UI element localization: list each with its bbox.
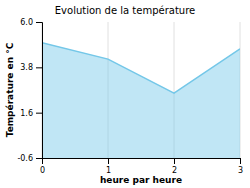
y-tick-mark	[36, 67, 42, 68]
line	[42, 43, 240, 93]
x-tick-mark	[174, 158, 175, 164]
y-tick-label: 6.0	[20, 18, 33, 27]
chart-container: 0 1 2 3 -0.6 1.6 3.8 6.0 Evolution de la tempéra…	[0, 0, 250, 188]
x-tick-label: 0	[40, 166, 45, 175]
y-axis-line	[36, 23, 43, 159]
x-tick: 0	[40, 158, 45, 175]
y-axis: -0.6 1.6 3.8 6.0	[17, 18, 42, 163]
x-tick: 2	[172, 158, 177, 175]
title: Evolution de la température	[55, 5, 195, 16]
area	[42, 43, 240, 158]
x-tick-mark	[108, 158, 109, 164]
x-tick-label: 1	[106, 166, 111, 175]
x-axis-line	[43, 159, 241, 165]
x-tick: 3	[238, 158, 243, 175]
y-tick: 3.8	[20, 63, 42, 72]
y-tick: 6.0	[20, 18, 42, 27]
y-tick: -0.6	[17, 154, 42, 163]
y-tick-label: 1.6	[20, 109, 33, 118]
y-tick-label: -0.6	[17, 154, 33, 163]
plot: 0 1 2 3 -0.6 1.6 3.8 6.0	[17, 18, 243, 175]
y-axis-title: Température en °C	[5, 42, 15, 137]
y-tick-mark	[36, 113, 42, 114]
x-axis: 0 1 2 3	[40, 158, 243, 175]
x-tick-mark	[240, 158, 241, 164]
grid	[42, 22, 240, 158]
y-tick-mark	[36, 22, 42, 23]
x-tick: 1	[106, 158, 111, 175]
x-tick-label: 3	[238, 166, 243, 175]
data-layer	[42, 43, 240, 158]
y-tick-label: 3.8	[20, 63, 33, 72]
x-tick-label: 2	[172, 166, 177, 175]
y-tick-mark	[36, 158, 42, 159]
chart-svg: 0 1 2 3 -0.6 1.6 3.8 6.0 Evolution de la tempéra…	[0, 0, 250, 188]
y-tick: 1.6	[20, 109, 42, 118]
x-axis-title: heure par heure	[100, 175, 182, 185]
